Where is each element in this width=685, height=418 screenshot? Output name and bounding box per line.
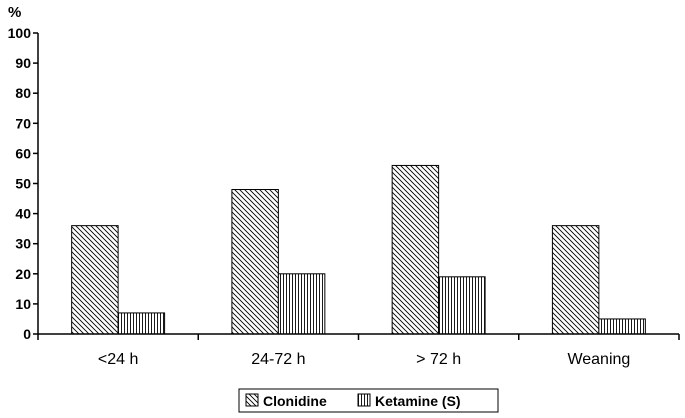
- y-tick-label: 0: [23, 326, 31, 342]
- x-category-label: 24-72 h: [251, 351, 305, 368]
- legend-label-ketamine: Ketamine (S): [375, 393, 461, 409]
- x-category-label: <24 h: [98, 351, 138, 368]
- legend-swatch-ketamine: [357, 393, 371, 407]
- legend-label-clonidine: Clonidine: [263, 393, 327, 409]
- bars: [71, 164, 646, 335]
- bar-ketamine-s-3: [598, 318, 646, 335]
- y-tick-label: 10: [15, 296, 31, 312]
- legend: Clonidine Ketamine (S): [238, 388, 499, 413]
- y-tick-label: 60: [15, 145, 31, 161]
- y-tick-label: 70: [15, 115, 31, 131]
- y-tick-label: 50: [15, 176, 31, 192]
- y-tick-label: 20: [15, 266, 31, 282]
- y-axis-unit-label: %: [8, 4, 21, 21]
- legend-swatch-clonidine: [245, 393, 259, 407]
- y-tick-label: 80: [15, 85, 31, 101]
- y-tick-label: 30: [15, 236, 31, 252]
- x-category-label: > 72 h: [416, 351, 461, 368]
- bar-ketamine-s-1: [277, 273, 326, 335]
- bar-ketamine-s-2: [438, 276, 486, 335]
- y-tick-label: 90: [15, 55, 31, 71]
- bar-clonidine-3: [551, 225, 600, 335]
- y-tick-label: 100: [8, 25, 32, 41]
- x-category-label: Weaning: [567, 351, 630, 368]
- bar-clonidine-1: [231, 189, 279, 335]
- bar-clonidine-0: [71, 225, 119, 335]
- bar-clonidine-2: [391, 164, 440, 335]
- y-tick-label: 40: [15, 206, 31, 222]
- bar-ketamine-s-0: [117, 312, 166, 335]
- x-axis: <24 h 24-72 h > 72 h Weaning: [37, 334, 680, 368]
- y-axis: 0 10 20 30 40 50 60 70 80 90 100: [8, 25, 38, 342]
